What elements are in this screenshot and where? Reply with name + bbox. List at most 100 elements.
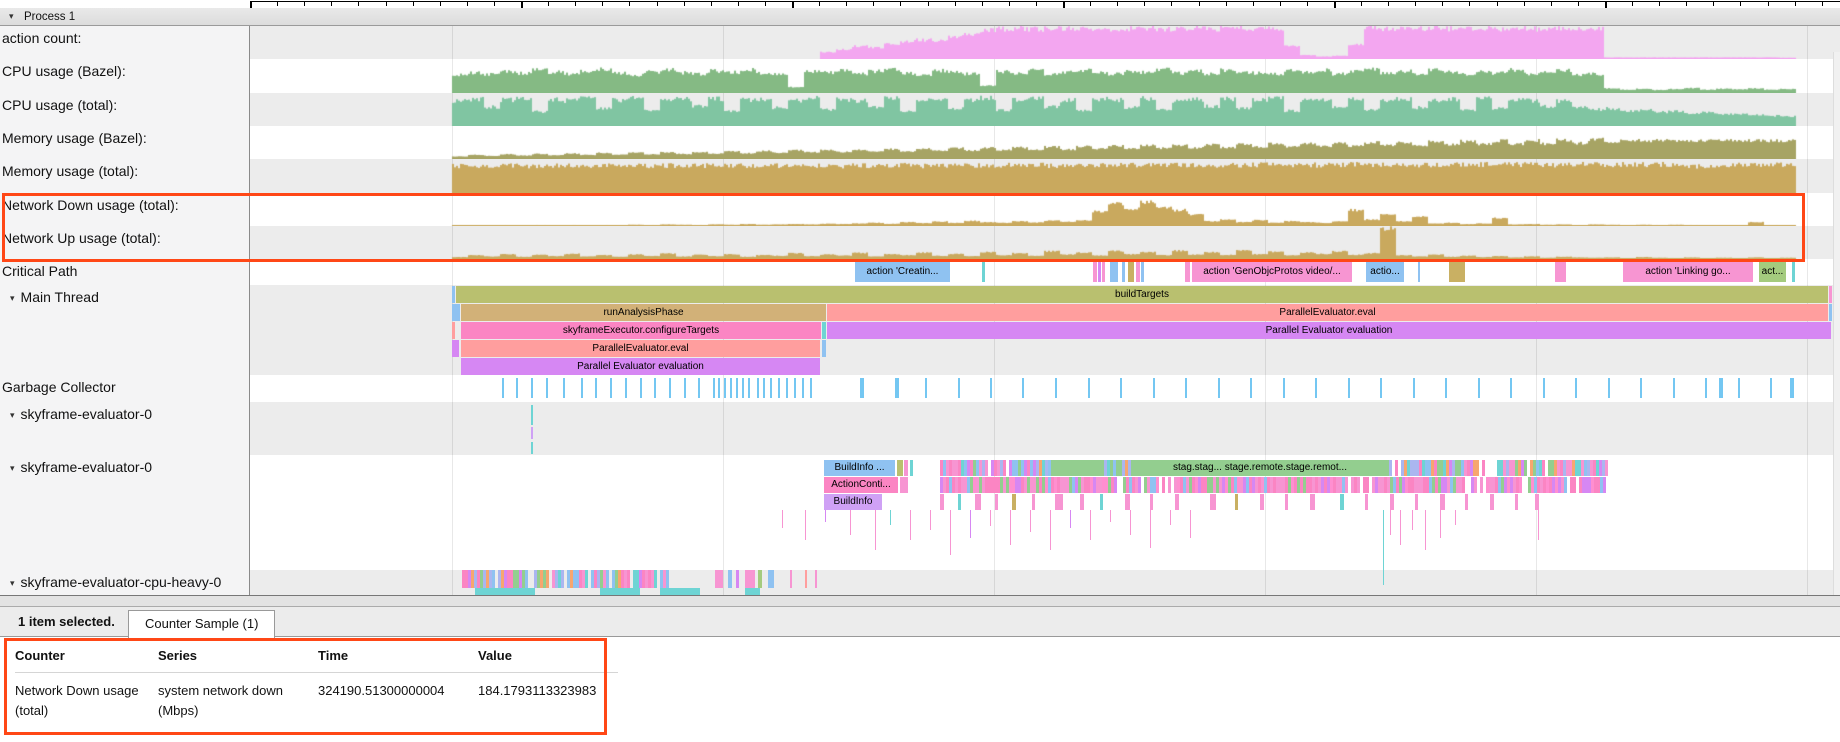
micro-slice[interactable] — [489, 570, 492, 588]
slice[interactable] — [452, 340, 459, 357]
gc-event-mark[interactable] — [625, 378, 627, 398]
micro-slice[interactable] — [1102, 477, 1105, 493]
gc-event-mark[interactable] — [757, 378, 759, 398]
micro-slice[interactable] — [1282, 477, 1285, 493]
micro-slice[interactable] — [940, 477, 943, 493]
micro-slice[interactable] — [976, 460, 979, 476]
micro-slice[interactable] — [943, 460, 946, 476]
micro-slice[interactable] — [1024, 477, 1027, 493]
slice[interactable] — [1515, 494, 1518, 510]
micro-slice[interactable] — [1192, 477, 1195, 493]
micro-slice[interactable] — [1456, 477, 1459, 493]
micro-slice[interactable] — [1381, 477, 1384, 493]
micro-slice[interactable] — [1036, 477, 1039, 493]
micro-slice[interactable] — [654, 570, 657, 588]
gc-event-mark[interactable] — [1315, 378, 1317, 398]
slice[interactable] — [1141, 262, 1144, 282]
slice[interactable] — [822, 322, 826, 339]
micro-slice[interactable] — [1546, 477, 1549, 493]
micro-slice[interactable] — [1000, 477, 1003, 493]
micro-slice[interactable] — [1581, 460, 1584, 476]
micro-slice[interactable] — [961, 460, 964, 476]
micro-slice[interactable] — [648, 570, 651, 588]
micro-slice[interactable] — [1081, 477, 1084, 493]
micro-slice[interactable] — [1099, 477, 1102, 493]
micro-slice[interactable] — [1132, 477, 1135, 493]
gc-event-mark[interactable] — [1719, 378, 1723, 398]
micro-slice[interactable] — [1135, 477, 1138, 493]
gc-event-mark[interactable] — [748, 378, 750, 398]
thin-slice[interactable] — [531, 427, 533, 439]
track-label-mem-total[interactable]: Memory usage (total): — [2, 163, 138, 179]
track-data-skyframe-evaluator-0-b[interactable]: BuildInfo ... stag.stag... stage.remote.s… — [250, 455, 1840, 585]
slice[interactable] — [1210, 494, 1216, 510]
micro-slice[interactable] — [1453, 477, 1456, 493]
micro-slice[interactable] — [1530, 460, 1533, 476]
micro-slice[interactable] — [946, 477, 949, 493]
micro-slice[interactable] — [982, 477, 985, 493]
micro-slice[interactable] — [1186, 477, 1189, 493]
micro-slice[interactable] — [1375, 477, 1378, 493]
micro-slice[interactable] — [474, 570, 477, 588]
micro-slice[interactable] — [1321, 477, 1324, 493]
micro-slice[interactable] — [967, 460, 970, 476]
gc-event-mark[interactable] — [1250, 378, 1252, 398]
gc-event-mark[interactable] — [770, 378, 772, 398]
micro-slice[interactable] — [1084, 477, 1087, 493]
gc-event-mark[interactable] — [669, 378, 671, 398]
micro-slice[interactable] — [576, 570, 579, 588]
micro-slice[interactable] — [507, 570, 510, 588]
process-header[interactable]: ▾ Process 1 — [0, 8, 1840, 26]
gc-event-mark[interactable] — [794, 378, 796, 398]
micro-slice[interactable] — [1455, 460, 1458, 476]
slice[interactable] — [822, 340, 826, 357]
micro-slice[interactable] — [1521, 460, 1524, 476]
collapse-arrow-icon[interactable]: ▾ — [10, 463, 15, 473]
collapse-arrow-icon[interactable]: ▾ — [10, 578, 15, 588]
gc-event-mark[interactable] — [958, 378, 960, 398]
track-label-skyframe-evaluator-0-a[interactable]: ▾ skyframe-evaluator-0 — [2, 406, 152, 422]
micro-slice[interactable] — [1428, 460, 1431, 476]
slice[interactable] — [1418, 262, 1420, 282]
micro-slice[interactable] — [1330, 477, 1333, 493]
micro-slice[interactable] — [1309, 477, 1312, 493]
micro-slice[interactable] — [615, 570, 618, 588]
micro-slice[interactable] — [1012, 477, 1015, 493]
micro-slice[interactable] — [1495, 477, 1498, 493]
micro-slice[interactable] — [1579, 477, 1582, 493]
micro-slice[interactable] — [1342, 477, 1345, 493]
micro-slice[interactable] — [1560, 460, 1563, 476]
gc-event-mark[interactable] — [1705, 378, 1707, 398]
micro-slice[interactable] — [504, 570, 507, 588]
micro-slice[interactable] — [1225, 477, 1228, 493]
micro-slice[interactable] — [1021, 460, 1024, 476]
micro-slice[interactable] — [1602, 460, 1605, 476]
micro-slice[interactable] — [1393, 477, 1396, 493]
slice[interactable]: ActionConti... — [824, 477, 898, 493]
micro-slice[interactable] — [1288, 477, 1291, 493]
micro-slice[interactable] — [1513, 477, 1516, 493]
micro-slice[interactable] — [1452, 460, 1455, 476]
track-label-skyframe-evaluator-0-b[interactable]: ▾ skyframe-evaluator-0 — [2, 459, 152, 475]
micro-slice[interactable] — [979, 460, 982, 476]
micro-slice[interactable] — [1419, 460, 1422, 476]
micro-slice[interactable] — [606, 570, 609, 588]
gc-event-mark[interactable] — [730, 378, 732, 398]
gc-event-mark[interactable] — [546, 378, 548, 398]
micro-slice[interactable] — [1549, 477, 1552, 493]
micro-slice[interactable] — [663, 570, 666, 588]
gc-event-mark[interactable] — [925, 378, 927, 398]
micro-slice[interactable] — [1189, 477, 1192, 493]
slice[interactable] — [1829, 286, 1832, 303]
slice[interactable] — [1235, 494, 1238, 510]
micro-slice[interactable] — [1489, 477, 1492, 493]
slice[interactable] — [1390, 494, 1394, 510]
micro-slice[interactable] — [991, 460, 994, 476]
track-data-cpu-bazel[interactable] — [250, 59, 1840, 93]
micro-slice[interactable] — [1366, 477, 1369, 493]
track-data-gc[interactable] — [250, 375, 1840, 402]
micro-slice[interactable] — [1404, 460, 1407, 476]
slice[interactable]: BuildInfo — [824, 494, 882, 510]
slice[interactable] — [1032, 494, 1035, 510]
micro-slice[interactable] — [1408, 477, 1411, 493]
